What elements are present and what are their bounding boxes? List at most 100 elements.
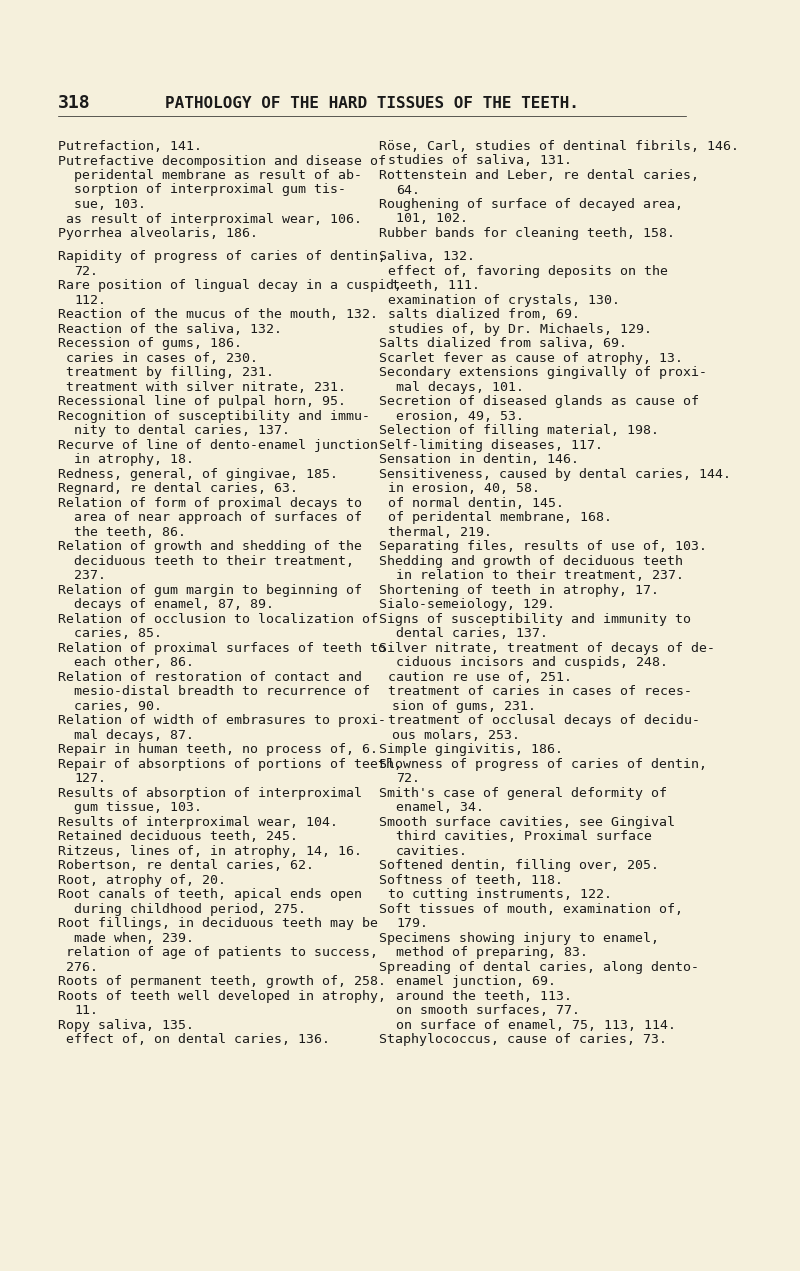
Text: PATHOLOGY OF THE HARD TISSUES OF THE TEETH.: PATHOLOGY OF THE HARD TISSUES OF THE TEE… bbox=[165, 97, 579, 111]
Text: Röse, Carl, studies of dentinal fibrils, 146.: Röse, Carl, studies of dentinal fibrils,… bbox=[379, 140, 739, 153]
Text: around the teeth, 113.: around the teeth, 113. bbox=[396, 990, 572, 1003]
Text: Secretion of diseased glands as cause of: Secretion of diseased glands as cause of bbox=[379, 395, 699, 408]
Text: enamel junction, 69.: enamel junction, 69. bbox=[396, 975, 556, 988]
Text: 72.: 72. bbox=[74, 264, 98, 277]
Text: gum tissue, 103.: gum tissue, 103. bbox=[74, 801, 202, 815]
Text: Softness of teeth, 118.: Softness of teeth, 118. bbox=[379, 873, 563, 887]
Text: each other, 86.: each other, 86. bbox=[74, 656, 194, 670]
Text: decays of enamel, 87, 89.: decays of enamel, 87, 89. bbox=[74, 599, 274, 611]
Text: Pyorrhea alveolaris, 186.: Pyorrhea alveolaris, 186. bbox=[58, 228, 258, 240]
Text: as result of interproximal wear, 106.: as result of interproximal wear, 106. bbox=[66, 212, 362, 225]
Text: Signs of susceptibility and immunity to: Signs of susceptibility and immunity to bbox=[379, 613, 691, 625]
Text: Root, atrophy of, 20.: Root, atrophy of, 20. bbox=[58, 873, 226, 887]
Text: peridental membrane as result of ab-: peridental membrane as result of ab- bbox=[74, 169, 362, 182]
Text: Regnard, re dental caries, 63.: Regnard, re dental caries, 63. bbox=[58, 482, 298, 496]
Text: Repair in human teeth, no process of, 6.: Repair in human teeth, no process of, 6. bbox=[58, 744, 378, 756]
Text: Separating files, results of use of, 103.: Separating files, results of use of, 103… bbox=[379, 540, 707, 553]
Text: relation of age of patients to success,: relation of age of patients to success, bbox=[66, 946, 378, 960]
Text: Rapidity of progress of caries of dentin,: Rapidity of progress of caries of dentin… bbox=[58, 250, 386, 263]
Text: treatment of caries in cases of reces-: treatment of caries in cases of reces- bbox=[388, 685, 692, 698]
Text: Recurve of line of dento-enamel junction: Recurve of line of dento-enamel junction bbox=[58, 438, 378, 451]
Text: treatment of occlusal decays of decidu-: treatment of occlusal decays of decidu- bbox=[388, 714, 700, 727]
Text: ous molars, 253.: ous molars, 253. bbox=[392, 728, 520, 742]
Text: made when, 239.: made when, 239. bbox=[74, 932, 194, 944]
Text: third cavities, Proximal surface: third cavities, Proximal surface bbox=[396, 830, 652, 843]
Text: nity to dental caries, 137.: nity to dental caries, 137. bbox=[74, 425, 290, 437]
Text: thermal, 219.: thermal, 219. bbox=[388, 526, 492, 539]
Text: Recession of gums, 186.: Recession of gums, 186. bbox=[58, 337, 242, 351]
Text: caution re use of, 251.: caution re use of, 251. bbox=[388, 671, 572, 684]
Text: Rubber bands for cleaning teeth, 158.: Rubber bands for cleaning teeth, 158. bbox=[379, 228, 675, 240]
Text: 11.: 11. bbox=[74, 1004, 98, 1017]
Text: to cutting instruments, 122.: to cutting instruments, 122. bbox=[388, 888, 612, 901]
Text: deciduous teeth to their treatment,: deciduous teeth to their treatment, bbox=[74, 554, 354, 568]
Text: Putrefactive decomposition and disease of: Putrefactive decomposition and disease o… bbox=[58, 155, 386, 168]
Text: Relation of width of embrasures to proxi-: Relation of width of embrasures to proxi… bbox=[58, 714, 386, 727]
Text: Rottenstein and Leber, re dental caries,: Rottenstein and Leber, re dental caries, bbox=[379, 169, 699, 182]
Text: 276.: 276. bbox=[66, 961, 98, 974]
Text: caries in cases of, 230.: caries in cases of, 230. bbox=[66, 352, 258, 365]
Text: treatment by filling, 231.: treatment by filling, 231. bbox=[66, 366, 274, 379]
Text: of normal dentin, 145.: of normal dentin, 145. bbox=[388, 497, 564, 510]
Text: dental caries, 137.: dental caries, 137. bbox=[396, 627, 548, 641]
Text: Salts dialized from saliva, 69.: Salts dialized from saliva, 69. bbox=[379, 337, 627, 351]
Text: 101, 102.: 101, 102. bbox=[396, 212, 468, 225]
Text: in atrophy, 18.: in atrophy, 18. bbox=[74, 454, 194, 466]
Text: 179.: 179. bbox=[396, 918, 428, 930]
Text: Results of interproximal wear, 104.: Results of interproximal wear, 104. bbox=[58, 816, 338, 829]
Text: the teeth, 86.: the teeth, 86. bbox=[74, 526, 186, 539]
Text: Ritzeus, lines of, in atrophy, 14, 16.: Ritzeus, lines of, in atrophy, 14, 16. bbox=[58, 845, 362, 858]
Text: ciduous incisors and cuspids, 248.: ciduous incisors and cuspids, 248. bbox=[396, 656, 668, 670]
Text: Spreading of dental caries, along dento-: Spreading of dental caries, along dento- bbox=[379, 961, 699, 974]
Text: in erosion, 40, 58.: in erosion, 40, 58. bbox=[388, 482, 540, 496]
Text: Saliva, 132.: Saliva, 132. bbox=[379, 250, 475, 263]
Text: Relation of occlusion to localization of: Relation of occlusion to localization of bbox=[58, 613, 378, 625]
Text: mesio-distal breadth to recurrence of: mesio-distal breadth to recurrence of bbox=[74, 685, 370, 698]
Text: Roots of teeth well developed in atrophy,: Roots of teeth well developed in atrophy… bbox=[58, 990, 386, 1003]
Text: Relation of restoration of contact and: Relation of restoration of contact and bbox=[58, 671, 362, 684]
Text: Shedding and growth of deciduous teeth: Shedding and growth of deciduous teeth bbox=[379, 554, 683, 568]
Text: Recognition of susceptibility and immu-: Recognition of susceptibility and immu- bbox=[58, 409, 370, 423]
Text: Self-limiting diseases, 117.: Self-limiting diseases, 117. bbox=[379, 438, 603, 451]
Text: sue, 103.: sue, 103. bbox=[74, 198, 146, 211]
Text: on surface of enamel, 75, 113, 114.: on surface of enamel, 75, 113, 114. bbox=[396, 1018, 676, 1032]
Text: Reaction of the mucus of the mouth, 132.: Reaction of the mucus of the mouth, 132. bbox=[58, 308, 378, 322]
Text: Reaction of the saliva, 132.: Reaction of the saliva, 132. bbox=[58, 323, 282, 336]
Text: 64.: 64. bbox=[396, 183, 420, 197]
Text: Smith's case of general deformity of: Smith's case of general deformity of bbox=[379, 787, 667, 799]
Text: mal decays, 101.: mal decays, 101. bbox=[396, 381, 524, 394]
Text: effect of, favoring deposits on the: effect of, favoring deposits on the bbox=[388, 264, 668, 277]
Text: Specimens showing injury to enamel,: Specimens showing injury to enamel, bbox=[379, 932, 659, 944]
Text: Relation of proximal surfaces of teeth to: Relation of proximal surfaces of teeth t… bbox=[58, 642, 386, 655]
Text: method of preparing, 83.: method of preparing, 83. bbox=[396, 946, 588, 960]
Text: Shortening of teeth in atrophy, 17.: Shortening of teeth in atrophy, 17. bbox=[379, 583, 659, 596]
Text: mal decays, 87.: mal decays, 87. bbox=[74, 728, 194, 742]
Text: Selection of filling material, 198.: Selection of filling material, 198. bbox=[379, 425, 659, 437]
Text: Relation of form of proximal decays to: Relation of form of proximal decays to bbox=[58, 497, 362, 510]
Text: Results of absorption of interproximal: Results of absorption of interproximal bbox=[58, 787, 362, 799]
Text: Sensitiveness, caused by dental caries, 144.: Sensitiveness, caused by dental caries, … bbox=[379, 468, 731, 480]
Text: cavities.: cavities. bbox=[396, 845, 468, 858]
Text: enamel, 34.: enamel, 34. bbox=[396, 801, 484, 815]
Text: Secondary extensions gingivally of proxi-: Secondary extensions gingivally of proxi… bbox=[379, 366, 707, 379]
Text: examination of crystals, 130.: examination of crystals, 130. bbox=[388, 294, 620, 306]
Text: Soft tissues of mouth, examination of,: Soft tissues of mouth, examination of, bbox=[379, 902, 683, 915]
Text: Slowness of progress of caries of dentin,: Slowness of progress of caries of dentin… bbox=[379, 758, 707, 770]
Text: Relation of gum margin to beginning of: Relation of gum margin to beginning of bbox=[58, 583, 362, 596]
Text: Roughening of surface of decayed area,: Roughening of surface of decayed area, bbox=[379, 198, 683, 211]
Text: on smooth surfaces, 77.: on smooth surfaces, 77. bbox=[396, 1004, 580, 1017]
Text: 127.: 127. bbox=[74, 773, 106, 785]
Text: Roots of permanent teeth, growth of, 258.: Roots of permanent teeth, growth of, 258… bbox=[58, 975, 386, 988]
Text: sorption of interproximal gum tis-: sorption of interproximal gum tis- bbox=[74, 183, 346, 197]
Text: Relation of growth and shedding of the: Relation of growth and shedding of the bbox=[58, 540, 362, 553]
Text: Recessional line of pulpal horn, 95.: Recessional line of pulpal horn, 95. bbox=[58, 395, 346, 408]
Text: 318: 318 bbox=[58, 94, 90, 112]
Text: Retained deciduous teeth, 245.: Retained deciduous teeth, 245. bbox=[58, 830, 298, 843]
Text: erosion, 49, 53.: erosion, 49, 53. bbox=[396, 409, 524, 423]
Text: studies of, by Dr. Michaels, 129.: studies of, by Dr. Michaels, 129. bbox=[388, 323, 652, 336]
Text: Sialo-semeiology, 129.: Sialo-semeiology, 129. bbox=[379, 599, 555, 611]
Text: during childhood period, 275.: during childhood period, 275. bbox=[74, 902, 306, 915]
Text: Redness, general, of gingivae, 185.: Redness, general, of gingivae, 185. bbox=[58, 468, 338, 480]
Text: Staphylococcus, cause of caries, 73.: Staphylococcus, cause of caries, 73. bbox=[379, 1033, 667, 1046]
Text: caries, 90.: caries, 90. bbox=[74, 700, 162, 713]
